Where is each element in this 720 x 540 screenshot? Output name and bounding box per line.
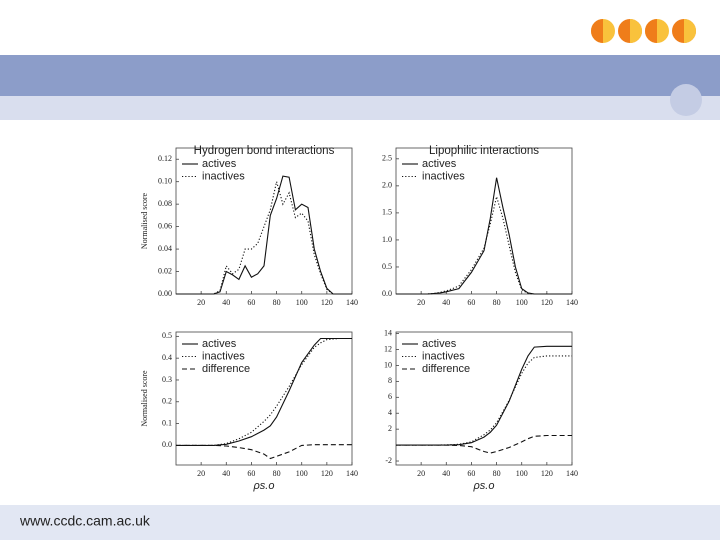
y-tick-label: 1.5: [382, 208, 392, 217]
legend-label: actives: [422, 158, 457, 170]
y-tick-label: 0.12: [158, 154, 172, 163]
series-line: [176, 181, 352, 295]
plot-frame: [395, 331, 573, 466]
plot-frame: [175, 331, 353, 466]
chart: 20 40 60 80 100 120 140 0.0 0.5 1.0 1.5 2.0 2.5 Lipop…: [382, 145, 578, 307]
x-tick-label: 80: [273, 469, 281, 478]
chart: 20 40 60 80 100 120 140 0.00 0.02 0.04 0.06 0.08 0.1…: [140, 145, 358, 307]
x-tick-label: 120: [321, 469, 333, 478]
y-tick-label: 0.00: [158, 289, 172, 298]
x-tick-label: 40: [442, 298, 450, 307]
legend-label: actives: [422, 338, 457, 350]
decoration: [670, 84, 702, 116]
x-tick-label: 100: [296, 469, 308, 478]
y-tick-label: 0.2: [162, 397, 172, 406]
legend-label: inactives: [422, 350, 465, 362]
y-tick-label: 2: [388, 424, 392, 433]
y-axis-label: Normalised score: [140, 370, 149, 427]
x-tick-label: 60: [247, 298, 255, 307]
y-tick-label: 10: [384, 360, 392, 369]
y-tick-label: 0.0: [162, 440, 172, 449]
legend-label: difference: [422, 363, 470, 375]
x-tick-label: 60: [467, 469, 475, 478]
y-tick-label: 0.0: [382, 289, 392, 298]
x-tick-label: 20: [197, 469, 205, 478]
legend-label: actives: [202, 158, 237, 170]
plot-frame: [395, 147, 573, 295]
y-tick-label: 6: [388, 392, 392, 401]
y-tick-label: 0.02: [158, 266, 172, 275]
x-tick-label: 100: [516, 469, 528, 478]
footer-band: [0, 505, 720, 540]
legend-label: actives: [202, 338, 237, 350]
series-line: [396, 194, 572, 295]
series-line: [396, 177, 572, 295]
chart-title: Lipophilic interactions: [429, 145, 539, 157]
y-tick-label: 8: [388, 376, 392, 385]
y-tick-label: 0.10: [158, 177, 172, 186]
series-line: [396, 434, 572, 454]
y-tick-label: 1.0: [382, 235, 392, 244]
x-tick-label: 20: [417, 469, 425, 478]
chart: 20 40 60 80 100 120 140 -2 2 4 6 8 10 12 14 ρs.o actives…: [384, 328, 578, 491]
chart-title: Hydrogen bond interactions: [194, 145, 335, 157]
x-tick-label: 120: [541, 298, 553, 307]
x-tick-label: 40: [442, 469, 450, 478]
x-tick-label: 80: [273, 298, 281, 307]
x-axis-label: ρs.o: [253, 480, 275, 492]
x-tick-label: 40: [222, 298, 230, 307]
x-tick-label: 60: [467, 298, 475, 307]
y-tick-label: 12: [384, 344, 392, 353]
y-tick-label: 2.0: [382, 181, 392, 190]
x-tick-label: 140: [346, 469, 358, 478]
y-tick-label: 14: [384, 328, 392, 337]
x-tick-label: 100: [296, 298, 308, 307]
plot-frame: [175, 147, 353, 295]
y-tick-label: 0.5: [162, 331, 172, 340]
x-tick-label: 120: [321, 298, 333, 307]
legend-label: inactives: [422, 170, 465, 182]
y-tick-label: 0.04: [158, 244, 172, 253]
x-tick-label: 120: [541, 469, 553, 478]
logo: [591, 19, 696, 43]
x-tick-label: 80: [493, 469, 501, 478]
x-tick-label: 60: [247, 469, 255, 478]
y-tick-label: 0.1: [162, 418, 172, 427]
y-tick-label: -2: [385, 456, 392, 465]
x-axis-label: ρs.o: [473, 480, 495, 492]
x-tick-label: 20: [417, 298, 425, 307]
footer-url: www.ccdc.cam.ac.uk: [19, 513, 151, 529]
legend-label: inactives: [202, 350, 245, 362]
y-tick-label: 0.4: [162, 353, 172, 362]
x-tick-label: 140: [346, 298, 358, 307]
series-line: [176, 175, 352, 295]
y-tick-label: 0.08: [158, 199, 172, 208]
chart: 20 40 60 80 100 120 140 0.0 0.1 0.2 0.3 0.4 0.5 Norma…: [140, 331, 358, 492]
legend-label: difference: [202, 363, 250, 375]
y-tick-label: 0.5: [382, 262, 392, 271]
header-band: [0, 55, 720, 96]
x-tick-label: 140: [566, 298, 578, 307]
x-tick-label: 100: [516, 298, 528, 307]
y-tick-label: 4: [388, 408, 392, 417]
x-tick-label: 80: [493, 298, 501, 307]
x-tick-label: 20: [197, 298, 205, 307]
legend-label: inactives: [202, 170, 245, 182]
y-tick-label: 0.06: [158, 221, 172, 230]
x-tick-label: 40: [222, 469, 230, 478]
y-tick-label: 2.5: [382, 154, 392, 163]
x-tick-label: 140: [566, 469, 578, 478]
y-axis-label: Normalised score: [140, 192, 149, 249]
series-line: [176, 444, 352, 460]
y-tick-label: 0.3: [162, 375, 172, 384]
subheader-band: [0, 96, 720, 120]
